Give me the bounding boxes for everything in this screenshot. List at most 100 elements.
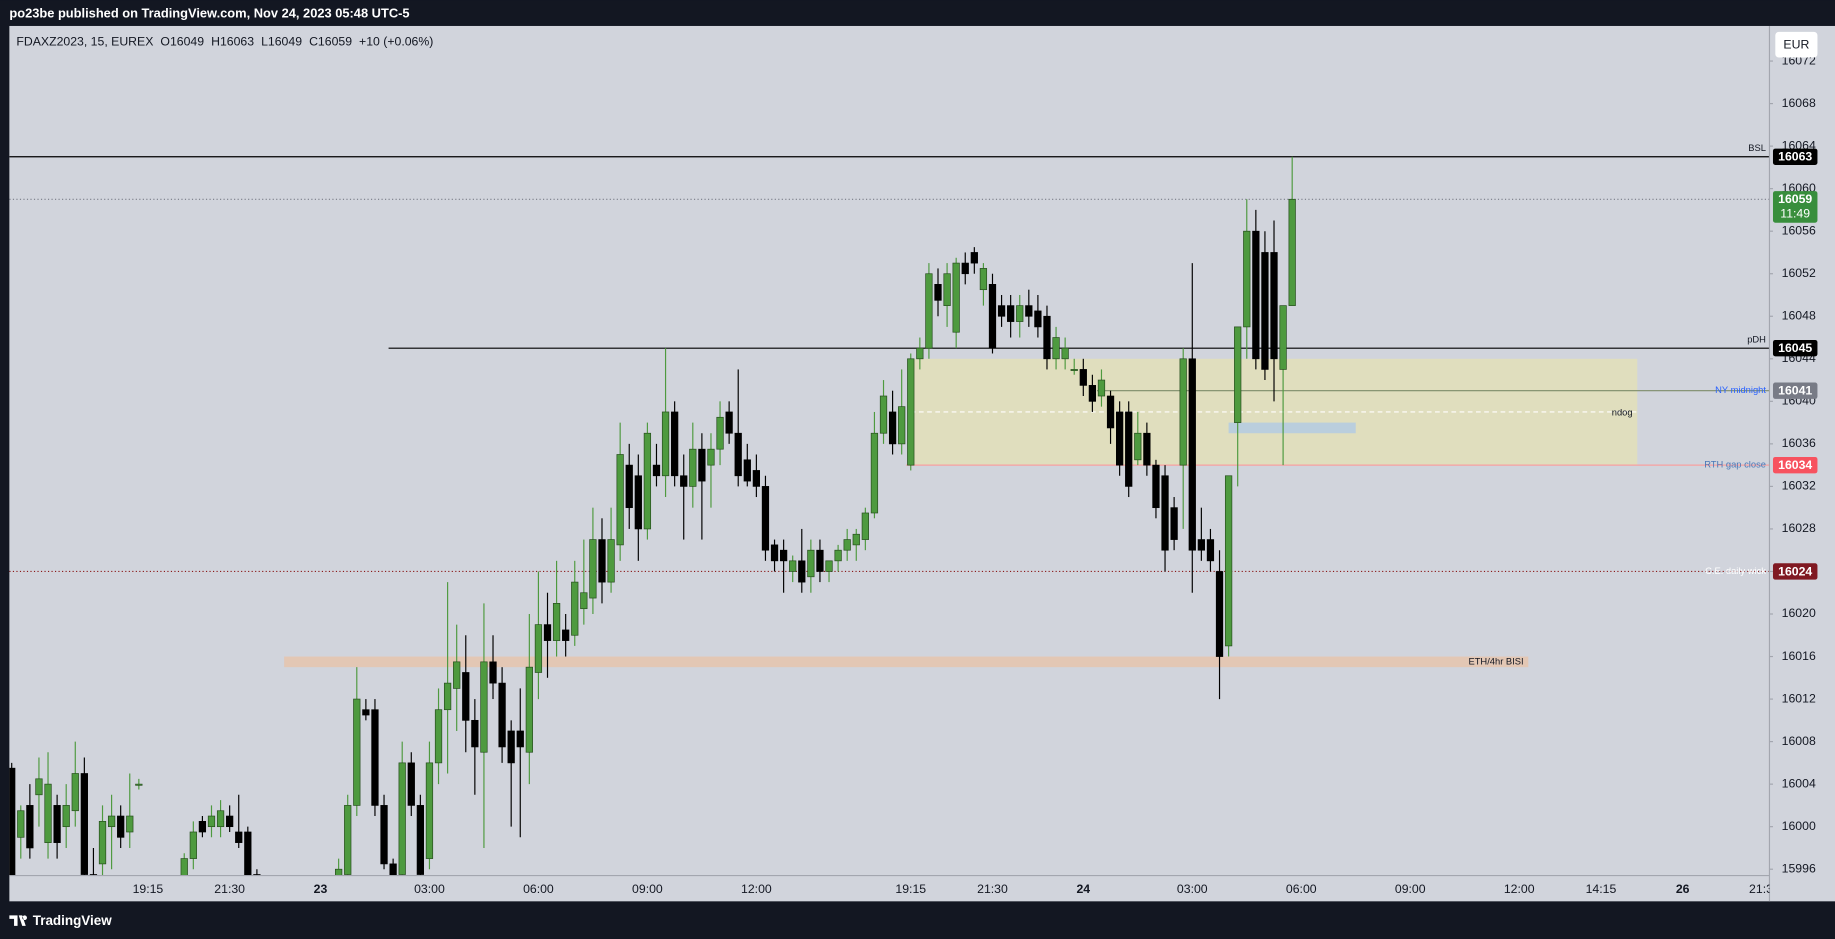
candle-body: [1025, 305, 1033, 317]
candle-body: [198, 821, 207, 833]
candle-body: [689, 448, 697, 487]
candle-body: [1088, 385, 1097, 402]
x-tick-label: 12:00: [741, 882, 772, 896]
x-tick-label: 21:30: [977, 882, 1008, 896]
candle-body: [1252, 230, 1260, 360]
candle-body: [407, 762, 415, 806]
candle-body: [189, 831, 197, 859]
candle-body: [552, 603, 561, 641]
y-tick-label: 16020: [1782, 606, 1816, 620]
candle-body: [9, 767, 16, 876]
candle-body: [1016, 305, 1024, 322]
candle-body: [53, 805, 61, 843]
candle-body: [44, 783, 52, 843]
x-tick-label: 21:30: [214, 882, 245, 896]
x-tick-label: 23: [314, 882, 328, 896]
candle-body: [1243, 230, 1251, 328]
price-tag: [1772, 339, 1818, 357]
candle-body: [80, 773, 88, 875]
x-tick-label: 26: [1676, 882, 1690, 896]
candle-body: [1079, 369, 1087, 386]
candle-body: [71, 773, 79, 812]
y-tick-label: 16068: [1782, 96, 1816, 110]
candle-body: [434, 709, 443, 764]
candle-body: [752, 470, 761, 487]
candle-body: [1143, 432, 1151, 466]
candle-body: [525, 666, 533, 753]
candle-body: [898, 406, 906, 445]
y-tick-label: 16016: [1782, 649, 1816, 663]
x-tick-label: 06:00: [523, 882, 554, 896]
candle-body: [1215, 571, 1224, 657]
level-label: NY midnight: [1715, 385, 1766, 395]
price-tag-label: 16063: [1778, 150, 1812, 164]
y-tick-label: 16004: [1782, 776, 1816, 790]
y-tick-label: 16032: [1782, 479, 1816, 493]
currency-label[interactable]: EUR: [1783, 38, 1809, 52]
candle-body: [761, 486, 770, 551]
symbol-legend: FDAXZ2023, 15, EUREX O16049 H16063 L16049 C1…: [16, 35, 433, 49]
candle-body: [907, 358, 915, 466]
zone: [1228, 422, 1356, 434]
candle-body: [117, 815, 125, 838]
footer-brand: TradingView: [33, 913, 112, 928]
x-tick-label: 03:00: [414, 882, 445, 896]
price-tag: [1772, 191, 1818, 223]
candle-body: [471, 719, 479, 748]
candle-body: [1234, 326, 1242, 423]
candle-body: [1052, 337, 1060, 360]
candle-body: [816, 549, 824, 572]
candle-body: [98, 821, 107, 865]
price-tag-label: 16045: [1778, 341, 1812, 355]
plot: ndog ETH/4hr BISI BSL pDH NY midnight RTH gap…: [9, 143, 1770, 876]
candle-body: [207, 815, 216, 828]
x-tick-label: 12:00: [1504, 882, 1535, 896]
x-tick-label: 09:00: [1395, 882, 1426, 896]
price-tag: [1772, 382, 1818, 399]
candle-body: [661, 411, 670, 477]
y-tick-label: 16012: [1782, 691, 1816, 705]
candle-body: [1224, 475, 1233, 647]
candle-body: [879, 395, 888, 434]
candle-body: [707, 448, 715, 466]
y-tick-label: 16000: [1782, 819, 1816, 833]
candle-body: [970, 252, 978, 264]
footer-logo: [9, 915, 27, 926]
candle-body: [135, 783, 143, 786]
price-tag: [1772, 563, 1818, 580]
level-label: BSL: [1748, 143, 1766, 153]
candle-body: [371, 709, 379, 806]
level-label: pDH: [1747, 334, 1766, 344]
candle-body: [353, 698, 361, 806]
candle-body: [443, 682, 452, 711]
price-tag-label: 16034: [1778, 458, 1812, 472]
candle-body: [979, 268, 988, 291]
x-tick-label: 14:15: [1586, 882, 1617, 896]
candle-body: [62, 805, 70, 828]
candle-body: [1170, 507, 1178, 540]
candle-body: [825, 560, 833, 572]
candle-body: [462, 672, 470, 721]
zone: [284, 656, 1529, 668]
legend-item: FDAXZ2023, 15, EUREX: [16, 35, 153, 49]
candle-body: [852, 533, 860, 546]
candle-body: [1288, 198, 1296, 306]
candle-body: [1106, 395, 1115, 429]
candle-body: [598, 539, 606, 583]
candle-body: [671, 411, 679, 477]
y-tick-label: 16052: [1782, 266, 1816, 280]
candle-body: [616, 454, 624, 546]
candle-body: [997, 305, 1006, 317]
candle-body: [416, 805, 424, 875]
candle-body: [1134, 432, 1142, 461]
candle-body: [1179, 358, 1187, 466]
candle-body: [834, 549, 842, 562]
candle-body: [1206, 539, 1215, 562]
publish-info: po23be published on TradingView.com, Nov…: [9, 6, 409, 21]
zone-label: ndog: [1612, 408, 1633, 418]
candle-body: [1061, 347, 1069, 360]
price-tag-label: 16041: [1778, 384, 1812, 398]
candle-body: [1097, 379, 1106, 397]
currency-button[interactable]: [1775, 31, 1818, 58]
candle-body: [126, 815, 134, 833]
